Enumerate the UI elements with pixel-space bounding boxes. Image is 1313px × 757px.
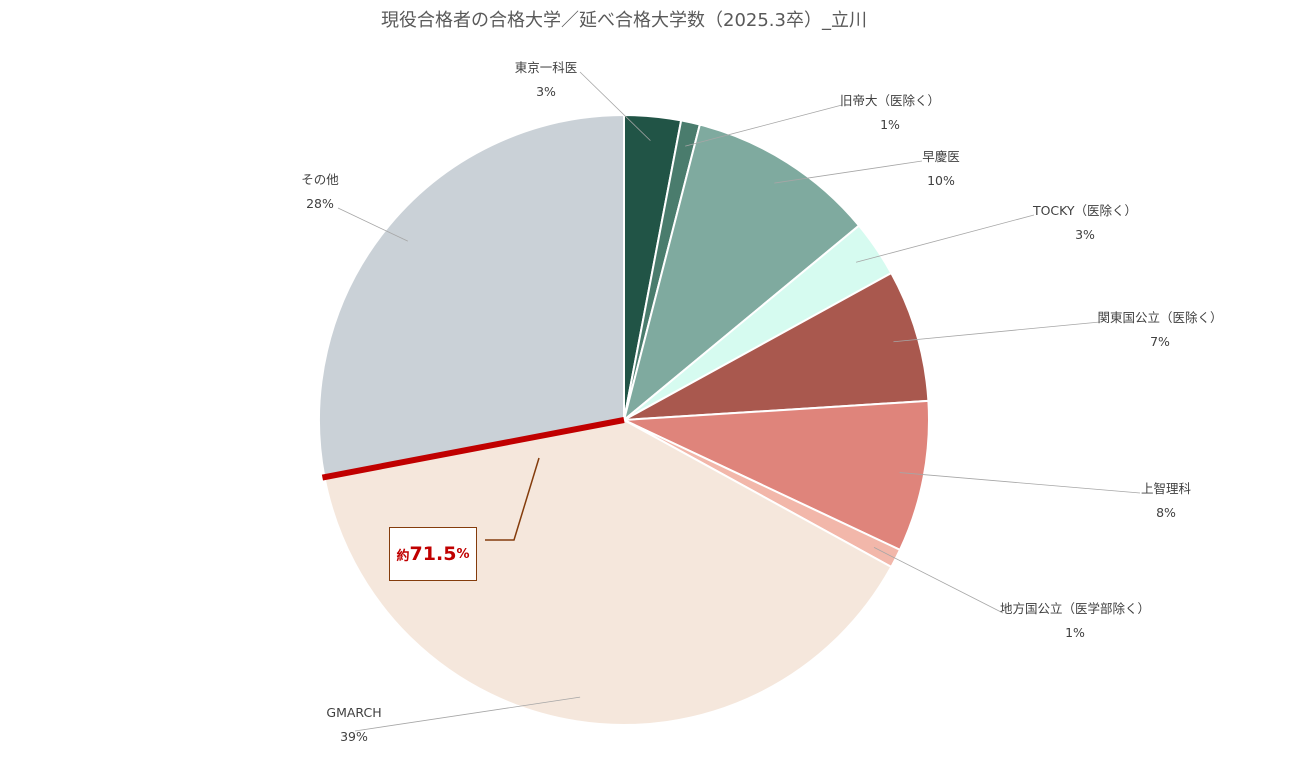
slice-percent-label: 8%: [1156, 505, 1176, 520]
pie-slice: [323, 418, 893, 726]
leader-line: [354, 696, 581, 732]
slice-percent-label: 1%: [880, 117, 900, 132]
cumulative-divider-line: [321, 417, 625, 481]
leader-line: [855, 214, 1035, 263]
callout-value: 71.5: [409, 543, 457, 565]
pie-slice: [623, 271, 930, 421]
slice-label: 東京一科医: [515, 60, 578, 75]
slice-percent-label: 10%: [927, 173, 955, 188]
leader-line: [873, 547, 1004, 614]
slice-labels: 東京一科医 3% 旧帝大（医除く） 1% 早慶医 10% TOCKY（医除く） 3% 関東国公立…: [301, 60, 1222, 744]
slice-label: 関東国公立（医除く）: [1097, 310, 1222, 325]
slice-label: TOCKY（医除く）: [1032, 203, 1137, 218]
leader-line: [774, 160, 923, 184]
slice-percent-label: 28%: [306, 196, 334, 211]
slice-label: 上智理科: [1141, 481, 1192, 496]
pie-slices: [318, 113, 930, 726]
leader-lines: [337, 71, 1141, 732]
slice-percent-label: 1%: [1065, 625, 1085, 640]
leader-line: [337, 207, 408, 242]
callout-prefix: 約: [396, 548, 410, 564]
slice-percent-label: 3%: [1075, 227, 1095, 242]
cumulative-percent-callout: 約 71.5%: [389, 527, 477, 581]
slice-label: 地方国公立（医学部除く）: [1000, 601, 1150, 616]
callout-unit: %: [456, 546, 470, 562]
slice-label: GMARCH: [326, 705, 381, 720]
pie-slice: [318, 113, 625, 479]
pie-slice: [623, 399, 930, 552]
slice-percent-label: 7%: [1150, 334, 1170, 349]
leader-line: [893, 321, 1101, 343]
leader-line: [685, 104, 843, 147]
slice-label: 旧帝大（医除く）: [840, 93, 940, 108]
pie-slice: [622, 123, 861, 423]
leader-line: [579, 71, 651, 141]
leader-line: [899, 472, 1141, 494]
slice-label: 早慶医: [922, 149, 960, 164]
chart-title: 現役合格者の合格大学／延べ合格大学数（2025.3卒）_立川: [381, 10, 867, 31]
slice-percent-label: 3%: [536, 84, 556, 99]
slice-percent-label: 39%: [340, 729, 368, 744]
slice-label: その他: [301, 172, 339, 187]
callout-leader: [485, 457, 540, 541]
